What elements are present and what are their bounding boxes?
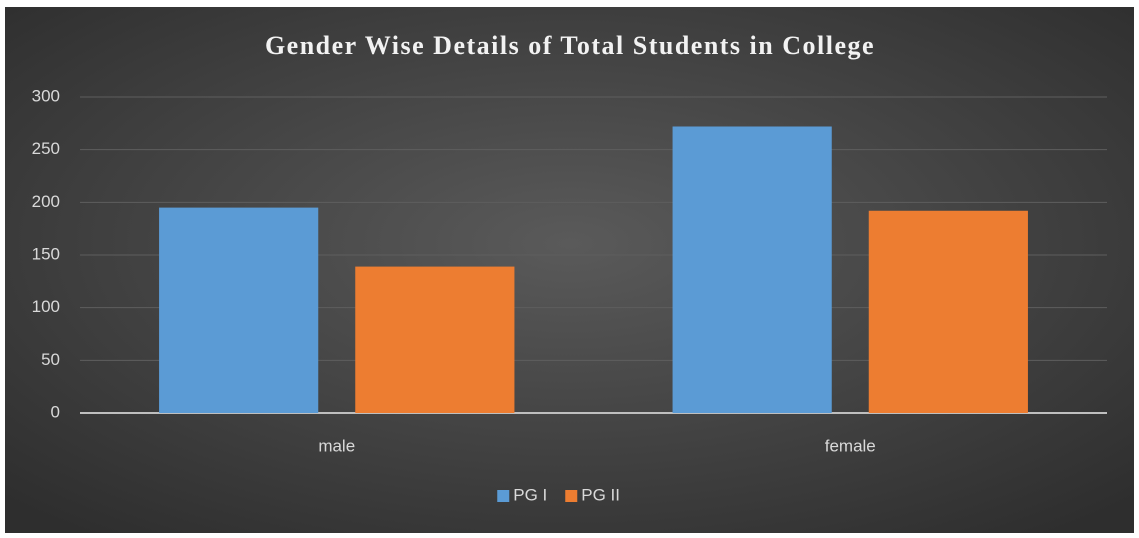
bar — [159, 207, 319, 413]
x-tick-label: male — [318, 436, 355, 455]
legend-swatch — [565, 490, 578, 502]
y-tick-label: 50 — [41, 350, 60, 369]
y-tick-label: 150 — [32, 244, 60, 263]
bar — [868, 210, 1028, 413]
chart-title: Gender Wise Details of Total Students in… — [265, 31, 875, 60]
y-tick-label: 250 — [32, 139, 60, 158]
y-tick-label: 0 — [51, 402, 60, 421]
y-tick-label: 200 — [32, 192, 60, 211]
x-tick-label: female — [825, 436, 876, 455]
y-tick-label: 100 — [32, 297, 60, 316]
legend-swatch — [497, 490, 510, 502]
bar — [672, 126, 832, 413]
legend-label: PG I — [513, 485, 547, 504]
y-tick-label: 300 — [32, 86, 60, 105]
bar — [355, 266, 515, 413]
legend-label: PG II — [581, 485, 620, 504]
